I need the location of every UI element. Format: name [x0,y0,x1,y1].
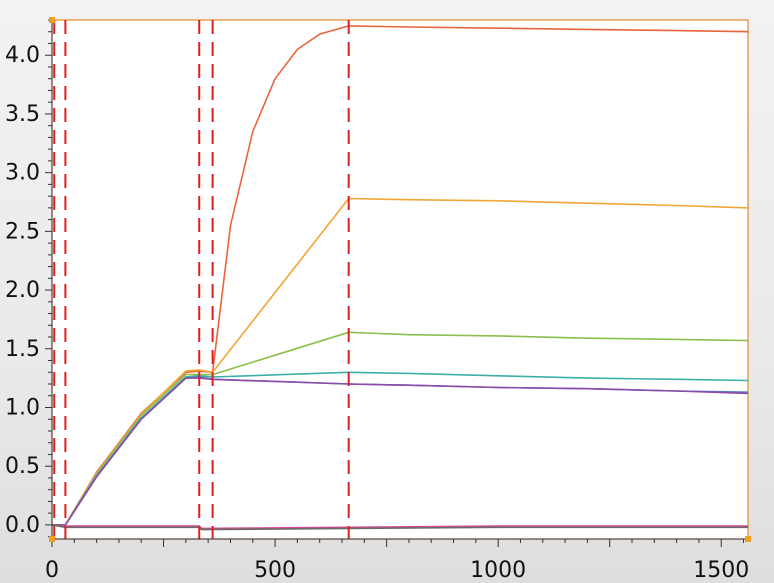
corner-marker [49,17,55,23]
x-tick-label: 1000 [470,558,526,583]
y-tick-label: 1.0 [5,395,40,420]
y-tick-label: 1.5 [5,337,40,362]
plot-area [51,19,749,540]
corner-markers [49,17,751,542]
x-tick-label: 500 [254,558,296,583]
x-axis: 0 500 1000 1500 [45,538,749,583]
y-tick-label: 0.5 [5,454,40,479]
y-axis: 0.0 0.5 1.0 1.5 2.0 2.5 3.0 3.5 4.0 [5,19,53,539]
y-tick-label: 0.0 [5,513,40,538]
y-tick-label: 2.0 [5,278,40,303]
x-tick-label: 0 [45,558,59,583]
y-tick-label: 3.0 [5,161,40,186]
corner-marker [49,536,55,542]
y-tick-label: 3.5 [5,102,40,127]
x-tick-label: 1500 [693,558,749,583]
y-tick-label: 2.5 [5,219,40,244]
y-tick-label: 4.0 [5,43,40,68]
corner-marker [745,536,751,542]
